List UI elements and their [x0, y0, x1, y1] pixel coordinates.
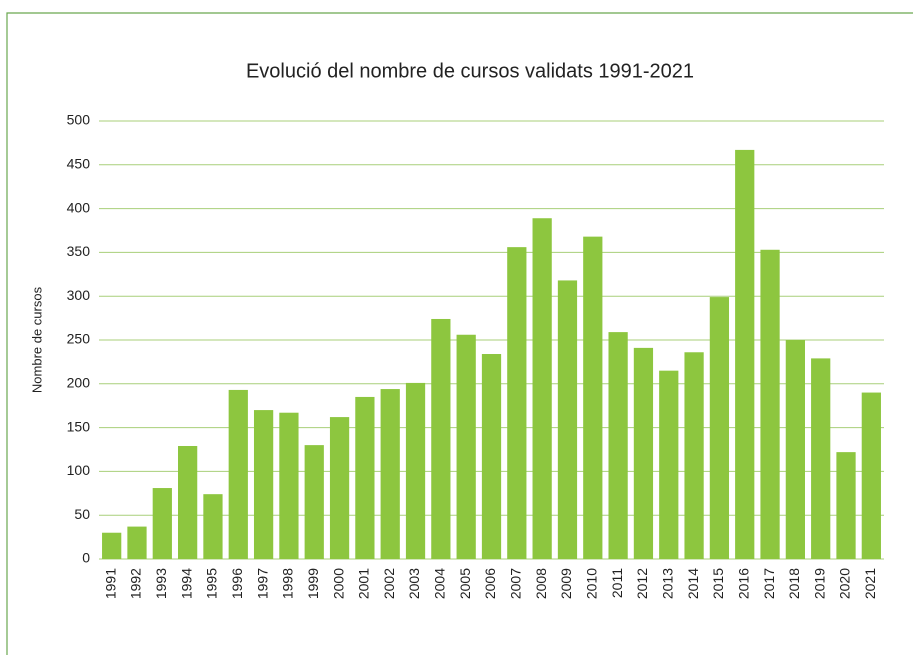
y-tick-label: 250 — [67, 331, 91, 347]
y-tick-label: 500 — [67, 112, 91, 128]
x-tick-label: 1991 — [102, 568, 118, 599]
bar — [861, 392, 881, 559]
bar — [481, 354, 502, 559]
x-tick-label: 2020 — [837, 568, 853, 599]
x-tick-label: 2019 — [811, 568, 827, 599]
x-tick-label: 2012 — [634, 568, 650, 599]
bar — [659, 370, 679, 559]
x-tick-label: 2016 — [735, 568, 751, 599]
x-tick-label: 2010 — [583, 568, 599, 599]
bar — [253, 410, 274, 559]
bar — [279, 412, 299, 559]
x-tick-label: 2008 — [533, 568, 549, 599]
x-tick-label: 2021 — [862, 568, 878, 599]
x-tick-label: 2000 — [330, 568, 346, 599]
bar — [380, 389, 400, 559]
x-tick-label: 2004 — [432, 568, 448, 599]
y-tick-label: 150 — [67, 418, 91, 434]
x-tick-label: 2003 — [406, 568, 422, 599]
bar — [228, 389, 248, 559]
x-tick-label: 2001 — [356, 568, 372, 599]
bar — [684, 352, 704, 559]
x-tick-label: 1997 — [254, 568, 270, 599]
x-tick-label: 1998 — [280, 568, 296, 599]
frame — [6, 12, 913, 655]
bar — [633, 347, 654, 559]
x-tick-label: 1992 — [128, 568, 144, 599]
bar — [836, 452, 856, 559]
bar — [329, 417, 350, 559]
x-tick-label: 2006 — [482, 568, 498, 599]
y-tick-label: 450 — [67, 156, 91, 172]
y-tick-label: 350 — [67, 243, 91, 259]
y-tick-label: 100 — [67, 462, 91, 478]
y-axis-label: Nombre de cursos — [29, 286, 44, 393]
x-tick-label: 2013 — [659, 568, 675, 599]
bar — [532, 218, 552, 559]
x-tick-label: 2014 — [685, 568, 701, 599]
bar — [178, 445, 198, 559]
x-tick-label: 2009 — [558, 568, 574, 599]
x-tick-label: 2007 — [508, 568, 524, 599]
x-tick-label: 2005 — [457, 568, 473, 599]
bar — [304, 445, 324, 559]
bar — [456, 334, 476, 559]
bar — [152, 488, 172, 559]
y-tick-label: 300 — [67, 287, 91, 303]
x-tick-label: 1995 — [204, 568, 220, 599]
bar — [785, 340, 805, 559]
bar — [735, 149, 755, 559]
bar — [355, 396, 375, 559]
x-tick-label: 2015 — [710, 568, 726, 599]
x-tick-label: 2017 — [761, 568, 777, 599]
bar — [102, 532, 122, 559]
bar — [709, 297, 730, 559]
x-tick-label: 1999 — [305, 568, 321, 599]
x-tick-label: 1996 — [229, 568, 245, 599]
bar — [583, 236, 603, 559]
bar — [811, 358, 831, 559]
bar — [431, 318, 451, 559]
x-tick-label: 1994 — [178, 568, 194, 599]
bar — [760, 249, 780, 559]
x-tick-label: 2002 — [381, 568, 397, 599]
y-tick-label: 0 — [82, 550, 90, 566]
bar — [557, 280, 578, 559]
x-tick-label: 1993 — [153, 568, 169, 599]
bar — [405, 382, 426, 559]
y-tick-label: 400 — [67, 199, 91, 215]
chart-title: Evolució del nombre de cursos validats 1… — [246, 60, 694, 82]
bar — [127, 526, 147, 559]
y-tick-label: 200 — [67, 375, 91, 391]
y-tick-label: 50 — [74, 506, 90, 522]
bar — [507, 247, 527, 560]
x-tick-label: 2011 — [609, 568, 625, 598]
bar — [608, 332, 628, 559]
bar — [203, 494, 223, 559]
x-tick-label: 2018 — [786, 568, 802, 599]
